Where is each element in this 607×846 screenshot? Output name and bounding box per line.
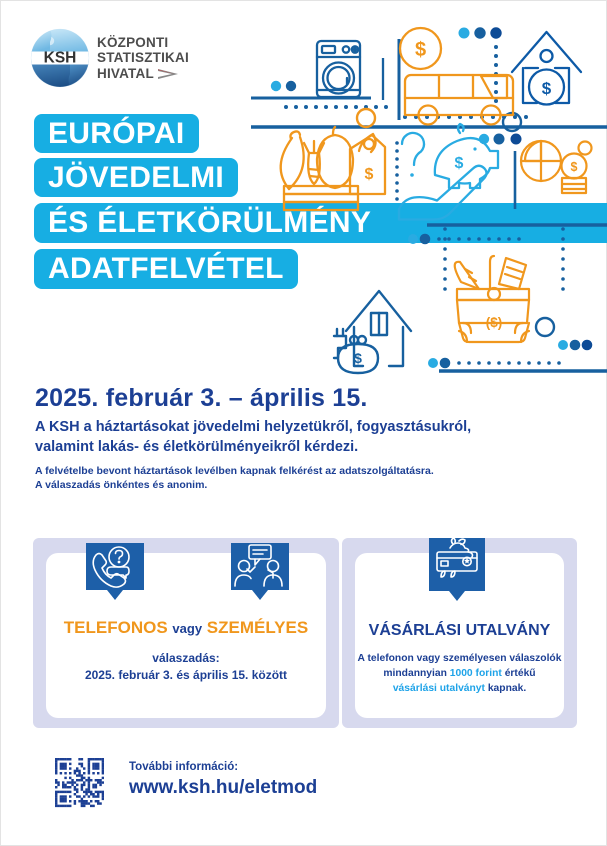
svg-text:$: $ xyxy=(571,160,578,174)
svg-text:$: $ xyxy=(365,166,374,183)
svg-text:$: $ xyxy=(354,350,362,366)
svg-text:$: $ xyxy=(542,79,552,98)
svg-text:$: $ xyxy=(415,39,426,61)
svg-text:KSH: KSH xyxy=(44,50,77,67)
svg-text:$: $ xyxy=(455,155,464,172)
svg-text:($): ($) xyxy=(486,315,503,330)
